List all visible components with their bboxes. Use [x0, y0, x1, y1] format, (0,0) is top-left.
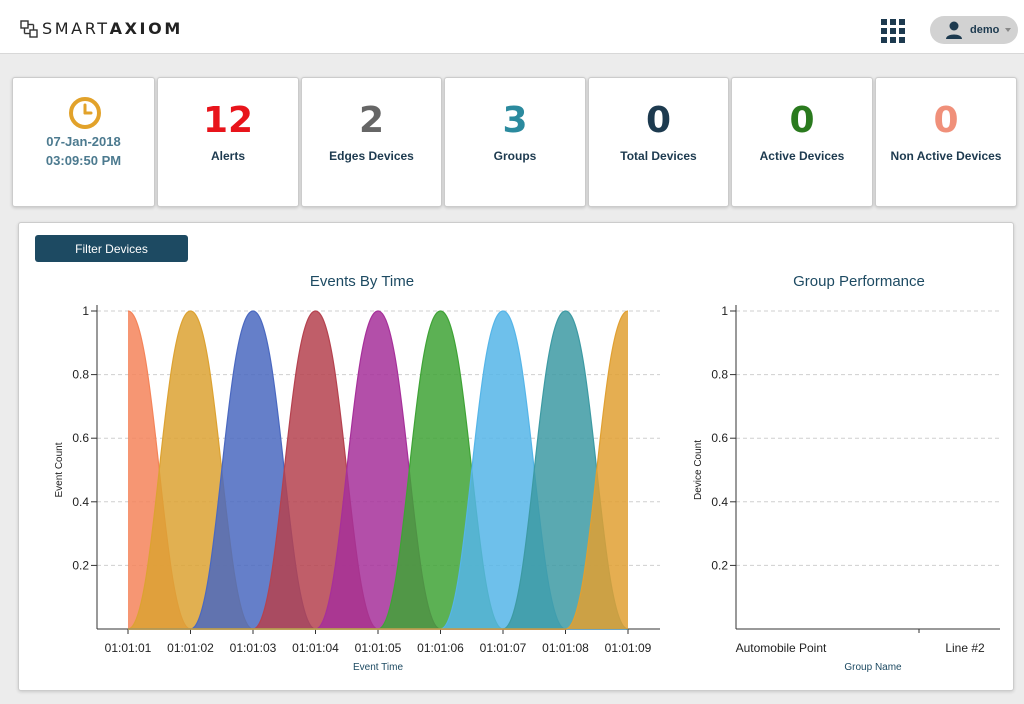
- alerts-card[interactable]: 12 Alerts: [157, 77, 299, 207]
- brand-name-bold: AXIOM: [109, 19, 183, 38]
- brand-name-light: SMART: [42, 19, 110, 38]
- brand-name: SMARTAXIOM: [42, 19, 183, 38]
- current-time: 03:09:50 PM: [45, 153, 122, 168]
- alerts-label: Alerts: [210, 149, 245, 163]
- alerts-count: 12: [202, 100, 254, 141]
- filter-devices-button[interactable]: Filter Devices: [35, 235, 188, 262]
- datetime-card: 07-Jan-2018 03:09:50 PM: [12, 77, 155, 207]
- dashboard-panel: [18, 222, 1014, 691]
- chevron-down-icon: [1005, 28, 1012, 32]
- groups-card[interactable]: 3 Groups: [444, 77, 586, 207]
- current-date: 07-Jan-2018: [46, 134, 121, 149]
- current-datetime: 07-Jan-2018 03:09:50 PM: [13, 132, 154, 170]
- clock-icon: [69, 97, 101, 129]
- user-menu-button[interactable]: demo: [930, 16, 1018, 44]
- total-devices-label: Total Devices: [620, 149, 697, 163]
- active-devices-label: Active Devices: [759, 149, 845, 163]
- total-devices-count: 0: [645, 100, 672, 141]
- user-name: demo: [970, 24, 1000, 36]
- user-avatar-icon: [946, 21, 962, 39]
- non-active-devices-count: 0: [933, 100, 959, 141]
- edge-devices-count: 2: [358, 100, 385, 141]
- edge-devices-card[interactable]: 2 Edges Devices: [301, 77, 442, 207]
- top-bar: SMARTAXIOM demo: [0, 0, 1024, 54]
- apps-grid-icon[interactable]: [881, 19, 905, 43]
- non-active-devices-label: Non Active Devices: [890, 149, 1002, 163]
- active-devices-count: 0: [789, 100, 815, 141]
- groups-label: Groups: [493, 149, 537, 163]
- active-devices-card[interactable]: 0 Active Devices: [731, 77, 873, 207]
- total-devices-card[interactable]: 0 Total Devices: [588, 77, 729, 207]
- groups-count: 3: [502, 100, 528, 141]
- non-active-devices-card[interactable]: 0 Non Active Devices: [875, 77, 1017, 207]
- logo-icon: [20, 19, 38, 38]
- edge-devices-label: Edges Devices: [329, 149, 414, 163]
- brand-logo[interactable]: SMARTAXIOM: [20, 19, 183, 38]
